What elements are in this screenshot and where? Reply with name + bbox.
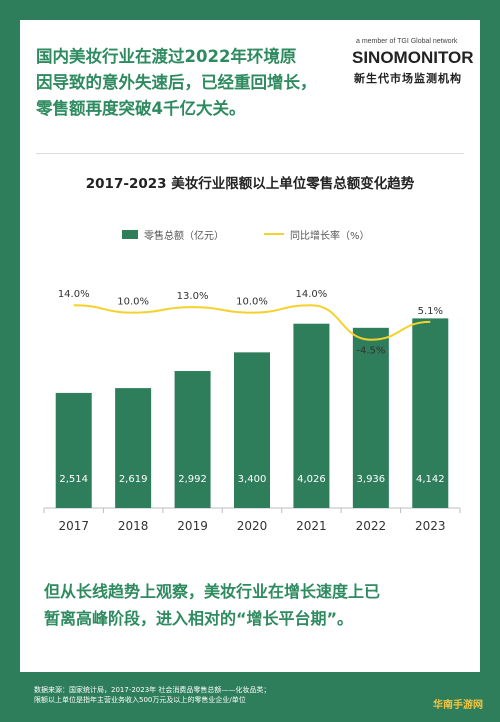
x-tick-label: 2021 (296, 519, 327, 533)
growth-rate-label: 14.0% (296, 289, 328, 300)
bar (352, 327, 389, 508)
growth-rate-label: 14.0% (58, 289, 90, 300)
growth-rate-label: -4.5% (356, 346, 385, 357)
bar-value-label: 3,400 (238, 474, 267, 485)
logo-tagline: a member of TGI Global network (356, 38, 458, 45)
content-card: 国内美妆行业在渡过2022年环境原 因导致的意外失速后，已经重回增长， 零售额再… (20, 20, 480, 672)
bar (293, 323, 330, 508)
bar-value-label: 2,514 (59, 474, 88, 485)
bar-value-label: 4,026 (297, 474, 326, 485)
chart-legend: 零售总额（亿元） 同比增长率（%） (20, 226, 480, 242)
x-tick-label: 2017 (58, 519, 89, 533)
x-tick-label: 2018 (118, 519, 149, 533)
bar-value-label: 4,142 (416, 474, 445, 485)
growth-rate-label: 5.1% (418, 306, 443, 317)
growth-rate-label: 10.0% (117, 297, 149, 308)
legend-item-line: 同比增长率（%） (264, 226, 370, 242)
legend-bar-label: 零售总额（亿元） (144, 230, 224, 242)
conclusion-text: 但从长线趋势上观察，美妆行业在增长速度上已 暂离高峰阶段，进入相对的“增长平台期… (44, 582, 381, 628)
growth-rate-label: 13.0% (177, 291, 209, 302)
logo-wordmark: SINOMONITOR (352, 48, 474, 67)
headline: 国内美妆行业在渡过2022年环境原 因导致的意外失速后，已经重回增长， 零售额再… (36, 47, 317, 118)
bar (55, 392, 92, 508)
source-note: 数据来源：国家统计局，2017-2023年 社会消费品零售总额——化妆品类； 限… (34, 686, 271, 704)
x-tick-label: 2022 (356, 519, 387, 533)
x-tick-label: 2020 (237, 519, 268, 533)
bar (412, 318, 449, 508)
brand-logo: a member of TGI Global network SINOMONIT… (352, 38, 474, 94)
divider (36, 153, 464, 154)
chart-canvas: 2,514 2017 2,619 2018 2,992 2019 3,400 2020 4,02… (43, 289, 461, 533)
legend-item-bar: 零售总额（亿元） (122, 226, 224, 242)
x-tick-label: 2023 (415, 519, 446, 533)
x-tick-label: 2019 (177, 519, 208, 533)
legend-bar-swatch (122, 229, 138, 239)
logo-chinese-name: 新生代市场监测机构 (354, 72, 462, 85)
bar-value-label: 3,936 (357, 474, 386, 485)
bar-value-label: 2,992 (178, 474, 207, 485)
chart-title: 2017-2023 美妆行业限额以上单位零售总额变化趋势 (85, 176, 415, 192)
growth-rate-label: 10.0% (236, 297, 268, 308)
legend-line-label: 同比增长率（%） (290, 230, 370, 242)
growth-rate-line (73, 304, 431, 341)
watermark: 华南手游网 (433, 699, 483, 711)
legend-line-swatch (264, 233, 284, 235)
bar (174, 371, 211, 508)
bar (115, 388, 152, 508)
bar (234, 352, 270, 508)
bar-value-label: 2,619 (119, 474, 148, 485)
